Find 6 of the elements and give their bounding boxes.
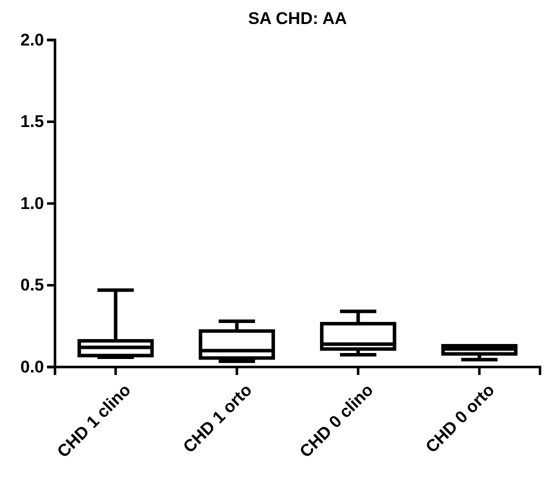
y-tick-label: 2.0 [20,30,44,50]
chart-title: SA CHD: AA [248,9,347,28]
y-tick-label: 1.0 [20,194,44,213]
y-tick-label: 0.0 [20,357,44,376]
y-tick-label: 1.5 [20,112,44,132]
y-tick-label: 0.5 [20,276,44,295]
